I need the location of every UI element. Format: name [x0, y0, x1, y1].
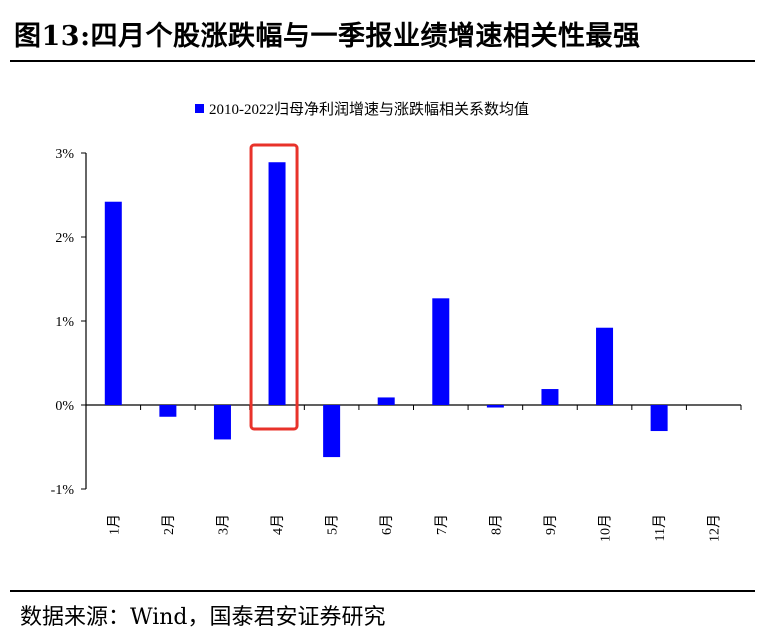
y-tick-label: 3%: [55, 147, 74, 162]
y-tick-label: -1%: [51, 483, 75, 498]
y-tick-label: 2%: [55, 231, 74, 246]
bar: [159, 405, 177, 417]
x-tick-label: 5月: [325, 514, 341, 535]
figure-title: 图13:四月个股涨跌幅与一季报业绩增速相关性最强: [14, 21, 641, 52]
x-tick-label: 2月: [161, 514, 177, 535]
x-tick-label: 1月: [106, 514, 122, 535]
x-tick-label: 8月: [488, 514, 504, 535]
source-note: 数据来源：Wind，国泰君安证券研究: [20, 605, 386, 630]
x-tick-label: 11月: [652, 514, 668, 541]
source-rule: [10, 590, 755, 592]
x-tick-label: 12月: [707, 514, 723, 542]
x-tick-label: 10月: [598, 514, 614, 542]
legend-label: 2010-2022归母净利润增速与涨跌幅相关系数均值: [209, 101, 529, 118]
highlight-box: [249, 143, 299, 431]
bar: [104, 201, 122, 405]
legend-swatch: [195, 104, 204, 113]
bar: [268, 162, 286, 405]
bar: [596, 327, 614, 405]
bar: [377, 397, 395, 405]
x-tick-label: 6月: [379, 514, 395, 535]
x-tick-label: 3月: [215, 514, 231, 535]
bar: [541, 389, 559, 405]
x-tick-label: 9月: [543, 514, 559, 535]
bar: [432, 298, 450, 405]
title-rule: [10, 60, 755, 62]
bar: [486, 405, 504, 408]
y-tick-label: 1%: [55, 315, 74, 330]
bar: [213, 405, 231, 440]
bar: [650, 405, 668, 432]
x-tick-label: 4月: [270, 514, 286, 535]
y-tick-label: 0%: [55, 399, 74, 414]
x-tick-label: 7月: [434, 514, 450, 535]
bar: [323, 405, 341, 458]
